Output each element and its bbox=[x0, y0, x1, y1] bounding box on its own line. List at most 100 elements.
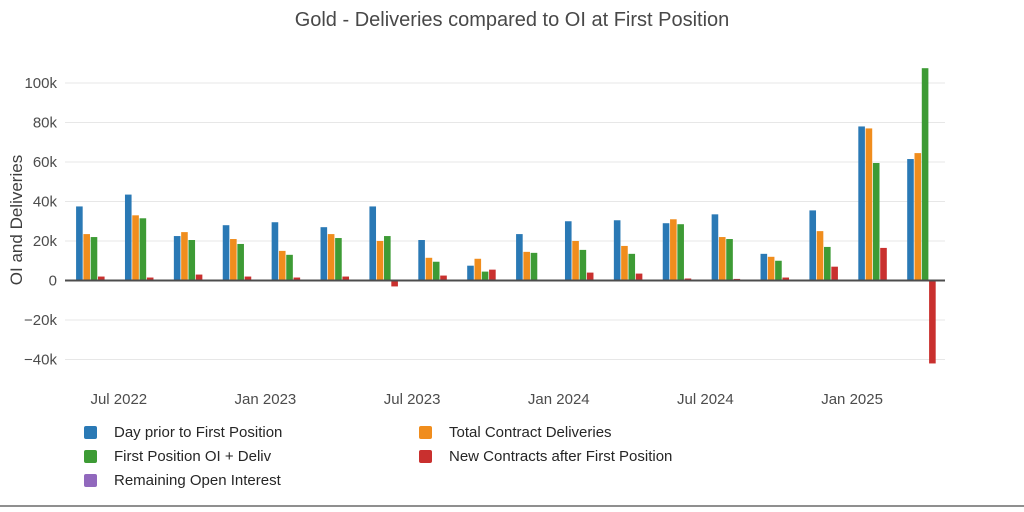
bar bbox=[188, 240, 196, 281]
bar bbox=[907, 159, 914, 281]
bar bbox=[146, 277, 154, 281]
bar bbox=[613, 220, 621, 281]
bar bbox=[432, 261, 440, 281]
bar bbox=[816, 231, 824, 281]
bar bbox=[929, 280, 936, 364]
bar bbox=[132, 215, 139, 281]
bar bbox=[271, 222, 279, 281]
bar bbox=[564, 221, 572, 281]
bar bbox=[775, 260, 782, 281]
y-axis-label: OI and Deliveries bbox=[7, 155, 26, 285]
legend-label: Day prior to First Position bbox=[114, 424, 283, 441]
bars bbox=[76, 68, 936, 364]
bar bbox=[286, 254, 293, 281]
bar bbox=[244, 276, 252, 281]
bar bbox=[711, 214, 719, 281]
bar bbox=[278, 250, 286, 281]
bar bbox=[418, 240, 425, 281]
y-tick-label: 20k bbox=[33, 233, 58, 250]
bar bbox=[824, 246, 831, 281]
x-axis-ticks: Jul 2022 Jan 2023 Jul 2023 Jan 2024 Jul 2024… bbox=[90, 391, 883, 408]
x-tick-label: Jul 2022 bbox=[90, 391, 147, 408]
bar bbox=[767, 256, 775, 281]
bar bbox=[173, 236, 181, 281]
bar bbox=[335, 238, 342, 281]
x-tick-label: Jul 2023 bbox=[384, 391, 441, 408]
bar bbox=[76, 206, 83, 281]
legend-label: Remaining Open Interest bbox=[114, 472, 281, 489]
bar bbox=[467, 265, 474, 281]
bar bbox=[516, 234, 523, 281]
y-axis-ticks: 100k 80k 60k 40k 20k 0 −20k −40k bbox=[24, 75, 57, 369]
x-tick-label: Jan 2024 bbox=[528, 391, 590, 408]
bar bbox=[474, 258, 482, 281]
y-tick-label: 80k bbox=[33, 115, 58, 132]
y-tick-label: −40k bbox=[24, 352, 57, 369]
legend-label: Total Contract Deliveries bbox=[449, 424, 612, 441]
bar bbox=[760, 253, 768, 281]
bar bbox=[635, 273, 643, 281]
bar bbox=[237, 243, 244, 281]
bar bbox=[489, 269, 496, 281]
bar bbox=[384, 236, 391, 281]
y-tick-label: 100k bbox=[24, 75, 57, 92]
bar bbox=[369, 206, 377, 281]
bar bbox=[124, 194, 132, 281]
bar bbox=[293, 277, 301, 281]
bottom-border-line bbox=[0, 505, 1024, 507]
legend-item-2[interactable]: First Position OI + Deliv bbox=[84, 447, 419, 466]
bar bbox=[425, 257, 433, 281]
chart-title: Gold - Deliveries compared to OI at Firs… bbox=[295, 9, 730, 31]
bar bbox=[579, 249, 587, 281]
bar bbox=[865, 128, 873, 281]
bar bbox=[628, 253, 636, 281]
legend-item-0[interactable]: Day prior to First Position bbox=[84, 423, 419, 442]
bar bbox=[677, 224, 684, 281]
bar bbox=[327, 234, 335, 281]
legend-label: New Contracts after First Position bbox=[449, 448, 673, 465]
bar bbox=[914, 153, 922, 281]
bar bbox=[523, 251, 530, 281]
bar bbox=[97, 276, 105, 281]
x-tick-label: Jan 2025 bbox=[821, 391, 883, 408]
legend-label: First Position OI + Deliv bbox=[114, 448, 272, 465]
legend-item-4[interactable]: Remaining Open Interest bbox=[84, 471, 419, 490]
legend-item-3[interactable]: New Contracts after First Position bbox=[419, 447, 672, 466]
bar bbox=[880, 247, 887, 281]
bar bbox=[858, 126, 865, 281]
x-tick-label: Jan 2023 bbox=[235, 391, 297, 408]
y-tick-label: 60k bbox=[33, 154, 58, 171]
legend-swatch-icon bbox=[419, 450, 432, 463]
bar bbox=[376, 241, 384, 281]
bar bbox=[872, 162, 880, 281]
bar bbox=[670, 219, 677, 281]
y-tick-label: −20k bbox=[24, 312, 57, 329]
y-tick-label: 40k bbox=[33, 194, 58, 211]
bar bbox=[181, 232, 188, 281]
bar bbox=[662, 223, 670, 281]
bar bbox=[586, 272, 594, 281]
legend-swatch-icon bbox=[84, 426, 97, 439]
bar bbox=[481, 271, 489, 281]
bar bbox=[572, 241, 579, 281]
legend-swatch-icon bbox=[419, 426, 432, 439]
legend: Day prior to First Position Total Contrac… bbox=[84, 423, 672, 490]
legend-swatch-icon bbox=[84, 450, 97, 463]
bar bbox=[718, 237, 726, 281]
bar bbox=[139, 218, 147, 281]
bar bbox=[83, 234, 90, 281]
bar bbox=[440, 275, 447, 281]
bar bbox=[391, 280, 398, 287]
legend-swatch-icon bbox=[84, 474, 97, 487]
legend-item-1[interactable]: Total Contract Deliveries bbox=[419, 423, 672, 442]
bar bbox=[230, 239, 237, 281]
bar bbox=[831, 266, 838, 281]
x-tick-label: Jul 2024 bbox=[677, 391, 734, 408]
bar bbox=[195, 274, 203, 281]
bar bbox=[782, 277, 790, 281]
bar bbox=[921, 68, 929, 281]
bar bbox=[90, 237, 98, 281]
bar bbox=[726, 239, 733, 281]
